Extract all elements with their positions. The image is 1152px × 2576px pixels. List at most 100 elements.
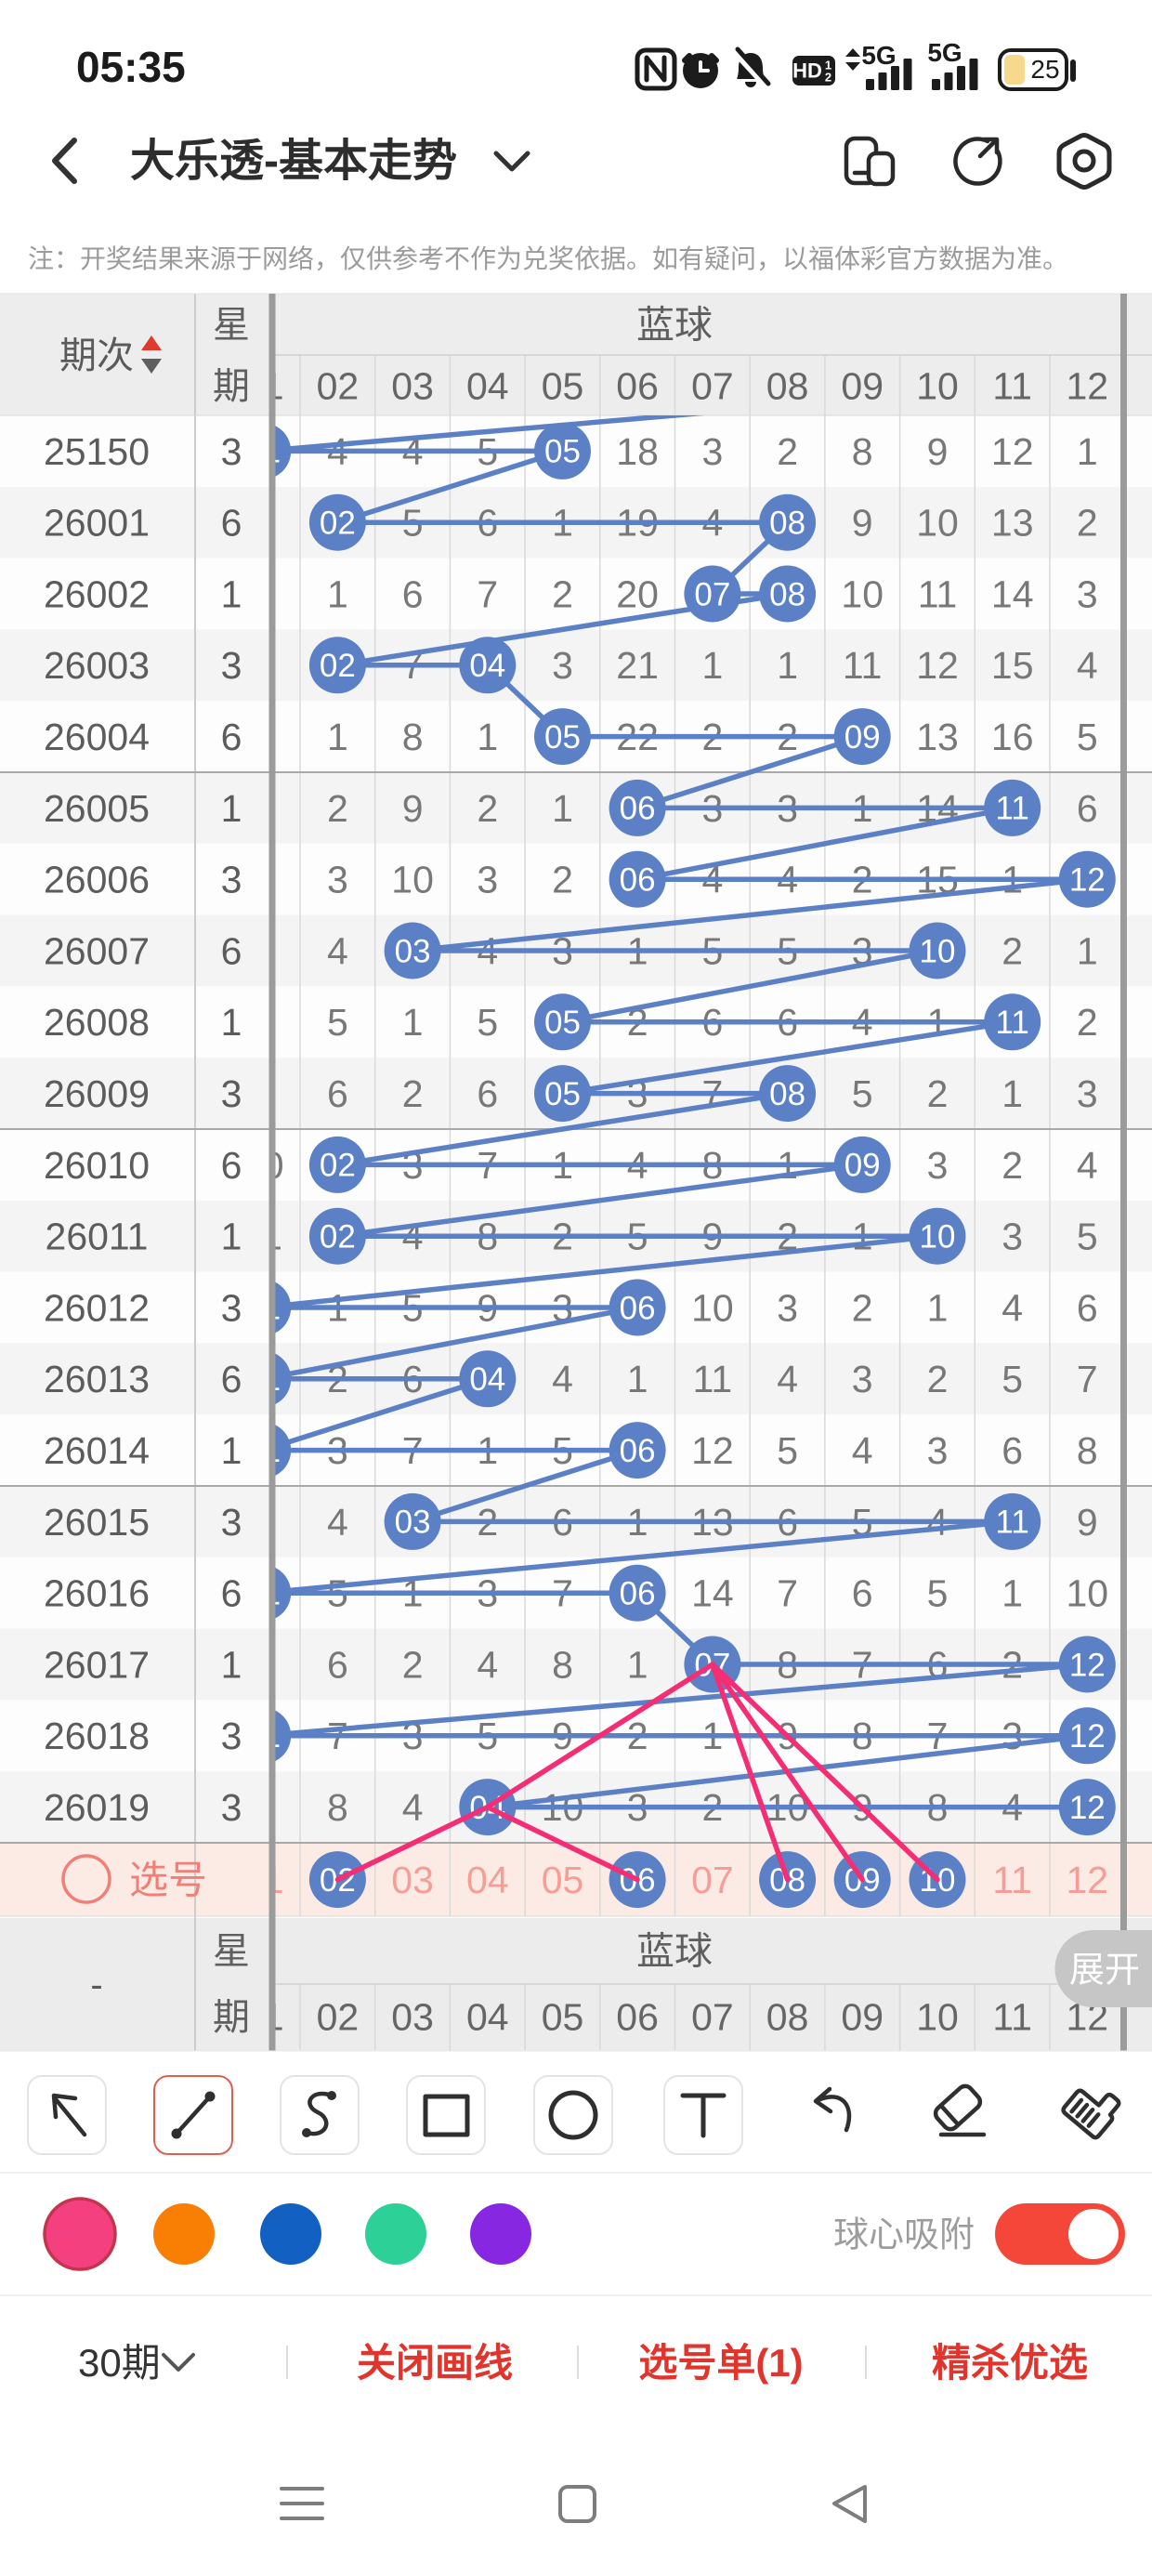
svg-text:26015: 26015 <box>44 1501 150 1544</box>
svg-text:14: 14 <box>991 572 1034 615</box>
svg-text:04: 04 <box>466 1859 509 1901</box>
svg-text:11: 11 <box>992 364 1032 407</box>
svg-text:10: 10 <box>916 502 959 545</box>
svg-text:26006: 26006 <box>44 859 150 901</box>
svg-text:6: 6 <box>221 1358 242 1400</box>
svg-text:选号: 选号 <box>129 1858 207 1901</box>
svg-text:08: 08 <box>769 576 805 612</box>
svg-text:6: 6 <box>477 1072 498 1115</box>
svg-text:11: 11 <box>242 1216 282 1258</box>
svg-text:02: 02 <box>320 506 356 542</box>
svg-text:3: 3 <box>221 1501 242 1544</box>
svg-text:3: 3 <box>221 1715 242 1757</box>
svg-text:16: 16 <box>991 716 1034 758</box>
svg-text:8: 8 <box>402 716 424 758</box>
svg-text:26008: 26008 <box>44 1001 150 1044</box>
svg-text:5: 5 <box>777 1429 798 1472</box>
svg-text:12: 12 <box>916 644 959 687</box>
svg-text:3: 3 <box>1001 1216 1023 1258</box>
svg-text:3: 3 <box>852 1358 873 1400</box>
svg-text:1: 1 <box>1077 929 1098 972</box>
svg-text:4: 4 <box>552 1358 573 1400</box>
svg-text:26004: 26004 <box>44 716 150 758</box>
svg-text:03: 03 <box>391 364 434 407</box>
svg-text:18: 18 <box>616 430 659 473</box>
svg-text:1: 1 <box>327 716 348 758</box>
svg-text:1: 1 <box>927 1286 949 1329</box>
svg-text:4: 4 <box>1001 1286 1023 1329</box>
svg-text:26017: 26017 <box>44 1643 150 1686</box>
svg-text:07: 07 <box>691 364 734 407</box>
svg-text:3: 3 <box>221 430 242 473</box>
svg-text:2: 2 <box>477 787 498 830</box>
svg-text:9: 9 <box>1077 1501 1098 1544</box>
svg-text:10: 10 <box>691 1286 734 1329</box>
svg-text:展开: 展开 <box>1069 1951 1140 1990</box>
svg-text:9: 9 <box>402 787 424 830</box>
svg-text:26009: 26009 <box>44 1072 150 1115</box>
svg-text:期: 期 <box>213 366 250 407</box>
svg-text:12: 12 <box>1069 1718 1106 1755</box>
svg-text:09: 09 <box>844 1148 881 1184</box>
svg-text:2: 2 <box>1077 502 1098 545</box>
svg-text:04: 04 <box>466 1995 509 2038</box>
svg-text:03: 03 <box>395 933 431 969</box>
svg-text:8: 8 <box>327 1786 348 1829</box>
svg-text:1: 1 <box>627 1643 648 1686</box>
svg-text:1: 1 <box>221 787 242 830</box>
svg-text:04: 04 <box>469 648 505 684</box>
svg-text:30期: 30期 <box>78 2341 161 2385</box>
svg-text:26011: 26011 <box>46 1216 149 1258</box>
svg-text:关闭画线: 关闭画线 <box>357 2341 513 2385</box>
svg-text:期: 期 <box>213 1997 250 2038</box>
svg-text:星: 星 <box>213 1931 250 1972</box>
svg-text:05: 05 <box>544 719 581 756</box>
svg-text:5: 5 <box>927 1572 949 1615</box>
svg-text:12: 12 <box>1069 1647 1106 1683</box>
svg-text:1: 1 <box>825 59 831 72</box>
svg-text:06: 06 <box>620 1576 656 1612</box>
svg-text:12: 12 <box>1069 1790 1106 1826</box>
svg-text:06: 06 <box>620 862 656 899</box>
svg-text:2: 2 <box>777 430 798 473</box>
svg-text:4: 4 <box>327 1501 348 1544</box>
svg-text:02: 02 <box>317 1995 360 2038</box>
svg-text:11: 11 <box>996 791 1029 827</box>
svg-text:04: 04 <box>466 364 509 407</box>
svg-text:03: 03 <box>391 1859 434 1901</box>
svg-text:07: 07 <box>694 576 730 612</box>
svg-text:12: 12 <box>1066 1859 1108 1901</box>
svg-text:1: 1 <box>221 1429 242 1472</box>
svg-text:3: 3 <box>221 1072 242 1115</box>
svg-text:蓝球: 蓝球 <box>636 303 713 346</box>
svg-text:06: 06 <box>620 791 656 827</box>
svg-text:10: 10 <box>391 859 434 901</box>
svg-text:1: 1 <box>327 572 348 615</box>
svg-text:5: 5 <box>477 1001 498 1044</box>
svg-text:9: 9 <box>927 430 949 473</box>
svg-text:09: 09 <box>844 719 881 756</box>
svg-text:1: 1 <box>627 1358 648 1400</box>
svg-text:07: 07 <box>691 1995 734 2038</box>
svg-text:2: 2 <box>825 71 831 85</box>
svg-text:04: 04 <box>469 1361 505 1398</box>
svg-text:6: 6 <box>221 1144 242 1187</box>
svg-text:3: 3 <box>927 1144 949 1187</box>
svg-text:25150: 25150 <box>44 430 150 473</box>
svg-text:5: 5 <box>327 1001 348 1044</box>
svg-text:01: 01 <box>242 1859 284 1901</box>
svg-text:02: 02 <box>320 1148 356 1184</box>
svg-text:5: 5 <box>1077 1216 1098 1258</box>
svg-text:HD: HD <box>792 59 822 83</box>
svg-text:蓝球: 蓝球 <box>636 1929 713 1972</box>
svg-text:星: 星 <box>213 305 250 346</box>
svg-text:2: 2 <box>1077 1001 1098 1044</box>
svg-text:1: 1 <box>402 1001 424 1044</box>
svg-text:5: 5 <box>1077 716 1098 758</box>
svg-text:3: 3 <box>221 644 242 687</box>
svg-text:1: 1 <box>1077 430 1098 473</box>
svg-text:26001: 26001 <box>44 502 150 545</box>
svg-text:26013: 26013 <box>44 1358 150 1400</box>
svg-text:1: 1 <box>221 1001 242 1044</box>
svg-text:1: 1 <box>1001 1572 1023 1615</box>
